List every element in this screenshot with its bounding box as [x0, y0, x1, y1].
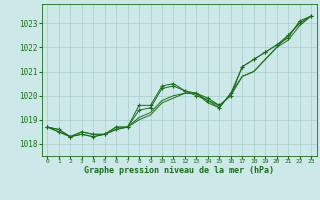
- X-axis label: Graphe pression niveau de la mer (hPa): Graphe pression niveau de la mer (hPa): [84, 166, 274, 175]
